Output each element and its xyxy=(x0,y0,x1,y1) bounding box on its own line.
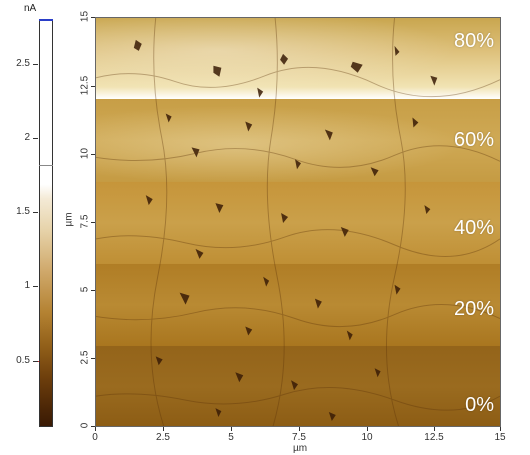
colorbar-tickline xyxy=(33,138,38,139)
colorbar-tick: 1.5 xyxy=(16,206,30,217)
x-tickline xyxy=(95,427,96,431)
y-tick-label: 5 xyxy=(79,286,91,293)
x-tickline xyxy=(434,427,435,431)
y-tick-label: 2.5 xyxy=(79,350,91,365)
colorbar-max-marker xyxy=(39,19,53,21)
colorbar-tickline xyxy=(33,361,38,362)
afm-current-map: 80% 60% 40% 20% 0% xyxy=(95,17,501,427)
band-40 xyxy=(96,182,500,264)
x-tick-label: 7.5 xyxy=(292,432,306,443)
colorbar-tickline xyxy=(33,212,38,213)
x-tickline xyxy=(500,427,501,431)
x-tick-label: 5 xyxy=(228,432,234,443)
band-0 xyxy=(96,346,500,426)
x-tick-label: 12.5 xyxy=(424,432,444,443)
x-tick-label: 10 xyxy=(361,432,373,443)
colorbar xyxy=(39,19,53,427)
band-label-0: 0% xyxy=(465,394,494,416)
x-tickline xyxy=(299,427,300,431)
band-80 xyxy=(96,18,500,99)
colorbar-tick: 0.5 xyxy=(16,355,30,366)
y-tickline xyxy=(91,154,95,155)
band-label-40: 40% xyxy=(453,217,494,239)
y-tickline xyxy=(91,222,95,223)
y-tickline xyxy=(91,17,95,18)
x-tick-label: 15 xyxy=(494,432,506,443)
band-20 xyxy=(96,264,500,346)
x-axis-label: µm xyxy=(293,443,308,454)
y-axis-label: µm xyxy=(63,212,75,227)
x-tickline xyxy=(163,427,164,431)
colorbar-tickline xyxy=(33,286,38,287)
x-tickline xyxy=(367,427,368,431)
band-label-20: 20% xyxy=(453,298,494,320)
x-tickline xyxy=(231,427,232,431)
colorbar-tick: 2.5 xyxy=(16,58,30,69)
y-tickline xyxy=(91,426,95,427)
y-tickline xyxy=(91,86,95,87)
band-label-60: 60% xyxy=(453,129,494,151)
y-tickline xyxy=(91,358,95,359)
y-tick-label: 15 xyxy=(79,10,91,23)
y-tickline xyxy=(91,290,95,291)
x-tick-label: 0 xyxy=(92,432,98,443)
y-tick-label: 10 xyxy=(79,147,91,160)
colorbar-level-marker xyxy=(39,165,53,166)
band-60 xyxy=(96,99,500,182)
colorbar-unit-label: nA xyxy=(24,3,37,14)
grain-texture xyxy=(96,18,500,426)
y-tick-label: 0 xyxy=(79,422,91,429)
colorbar-tickline xyxy=(33,64,38,65)
colorbar-tick: 1 xyxy=(24,280,30,291)
y-tick-label: 7.5 xyxy=(79,214,91,229)
band-label-80: 80% xyxy=(453,30,494,52)
x-tick-label: 2.5 xyxy=(156,432,170,443)
colorbar-tick: 2 xyxy=(24,132,30,143)
y-tick-label: 12.5 xyxy=(79,75,91,96)
